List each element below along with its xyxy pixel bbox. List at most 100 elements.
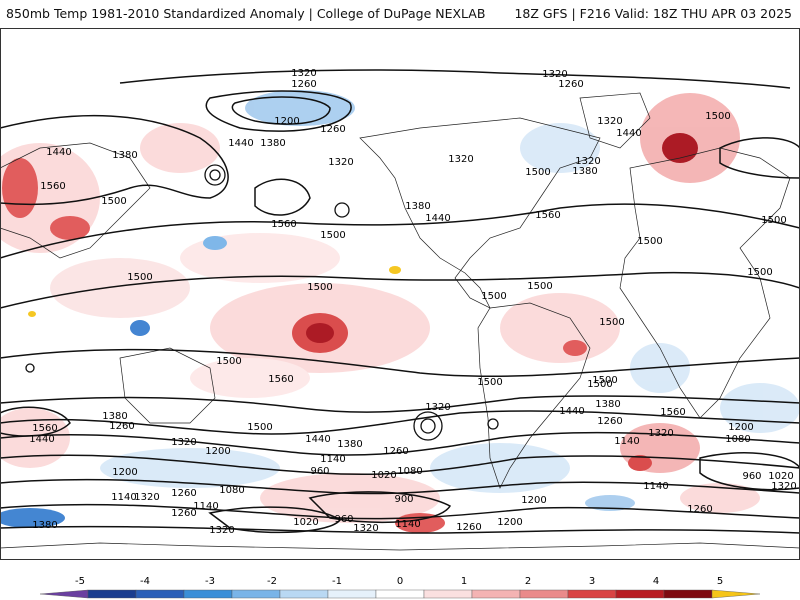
contour-line	[0, 406, 71, 437]
contour-line	[119, 69, 791, 89]
contour-label: 1320	[448, 154, 473, 165]
contour-label: 1380	[337, 439, 362, 450]
contour-label: 1320	[328, 157, 353, 168]
anomaly-region	[585, 495, 635, 511]
contour-label: 1320	[134, 492, 159, 503]
anomaly-region	[28, 311, 36, 317]
contour-label: 1440	[46, 147, 71, 158]
colorbar-tick-label: 3	[589, 576, 595, 587]
contour-label: 1200	[112, 467, 137, 478]
anomaly-map: 1320 1260 1200 1260 1320 1320 1260 1320 …	[0, 28, 800, 560]
contour-label: 1140	[614, 436, 639, 447]
anomaly-region	[662, 133, 698, 163]
anomaly-region	[520, 123, 600, 173]
colorbar-tick-label: 0	[397, 576, 403, 587]
contour-label: 1140	[643, 481, 668, 492]
contour-label: 1140	[193, 501, 218, 512]
contour-label: 1440	[29, 434, 54, 445]
contour-label: 1260	[320, 124, 345, 135]
contour-line	[308, 491, 452, 523]
contour-label: 1440	[425, 213, 450, 224]
chart-header: 850mb Temp 1981-2010 Standardized Anomal…	[0, 0, 800, 28]
contour-label: 1380	[112, 150, 137, 161]
contour-label: 1380	[260, 138, 285, 149]
anomaly-region	[389, 266, 401, 274]
contour-label: 1500	[761, 215, 786, 226]
contour-label: 1500	[747, 267, 772, 278]
contour-label: 960	[310, 466, 329, 477]
colorbar-swatch	[327, 589, 377, 599]
anomaly-region	[430, 443, 570, 493]
colorbar-tick-label: -4	[140, 576, 150, 587]
colorbar-swatch	[663, 589, 713, 599]
colorbar-tick-label: 1	[461, 576, 467, 587]
contour-line	[0, 114, 229, 206]
closed-low	[487, 418, 499, 430]
colorbar-swatch	[183, 589, 233, 599]
contour-line	[254, 178, 311, 216]
contour-label: 900	[394, 494, 413, 505]
contour-label: 1260	[383, 446, 408, 457]
contour-label: 1320	[425, 402, 450, 413]
contour-line	[0, 431, 800, 456]
contour-label: 1020	[768, 471, 793, 482]
anomaly-region	[563, 340, 587, 356]
contour-label: 1560	[40, 181, 65, 192]
contour-label: 1500	[525, 167, 550, 178]
contour-label: 1560	[660, 407, 685, 418]
contour-label: 1380	[572, 166, 597, 177]
coastline-north-america	[359, 117, 601, 309]
coastline-greenland	[579, 92, 651, 149]
colorbar-tick-label: -2	[267, 576, 277, 587]
contour-label: 1380	[405, 201, 430, 212]
contour-label: 1140	[111, 492, 136, 503]
contour-label: 1380	[32, 520, 57, 531]
contour-labels: 1320 1260 1200 1260 1320 1320 1260 1320 …	[29, 68, 796, 536]
contour-line	[0, 525, 800, 534]
contour-label: 1320	[291, 68, 316, 79]
contour-label: 1500	[216, 356, 241, 367]
contour-label: 960	[742, 471, 761, 482]
contour-label: 1140	[320, 454, 345, 465]
colorbar-swatch	[615, 589, 665, 599]
colorbar-swatch	[519, 589, 569, 599]
colorbar-swatch	[375, 589, 425, 599]
colorbar-swatch	[567, 589, 617, 599]
colorbar-swatch	[135, 589, 185, 599]
contour-label: 1200	[497, 517, 522, 528]
map-title: 850mb Temp 1981-2010 Standardized Anomal…	[6, 6, 486, 21]
contour-label: 1200	[205, 446, 230, 457]
contour-label: 1320	[575, 156, 600, 167]
contour-label: 1260	[171, 488, 196, 499]
contour-label: 1200	[521, 495, 546, 506]
contour-line	[0, 410, 800, 435]
anomaly-region	[680, 483, 760, 513]
contour-line	[0, 478, 800, 495]
contour-label: 1200	[274, 116, 299, 127]
contour-label: 1560	[268, 374, 293, 385]
contour-label: 960	[334, 514, 353, 525]
anomaly-region	[260, 473, 440, 523]
colorbar-swatch	[471, 589, 521, 599]
colorbar-swatch	[423, 589, 473, 599]
closed-low	[334, 202, 350, 218]
contour-label: 1260	[171, 508, 196, 519]
contour-label: 1560	[32, 423, 57, 434]
colorbar-tick-label: -5	[75, 576, 85, 587]
contour-label: 1320	[353, 523, 378, 534]
colorbar-tick-label: 4	[653, 576, 659, 587]
contour-label: 1380	[102, 411, 127, 422]
anomaly-shading	[0, 90, 800, 533]
contour-label: 1260	[597, 416, 622, 427]
contour-label: 1260	[291, 79, 316, 90]
contour-label: 1260	[687, 504, 712, 515]
contour-label: 1500	[127, 272, 152, 283]
contour-label: 1500	[101, 196, 126, 207]
anomaly-region	[0, 408, 70, 468]
anomaly-region	[130, 320, 150, 336]
contour-label: 1500	[587, 379, 612, 390]
anomaly-region	[203, 236, 227, 250]
anomaly-region	[0, 508, 65, 528]
anomaly-region	[140, 123, 220, 173]
colorbar-tick-label: -3	[205, 576, 215, 587]
